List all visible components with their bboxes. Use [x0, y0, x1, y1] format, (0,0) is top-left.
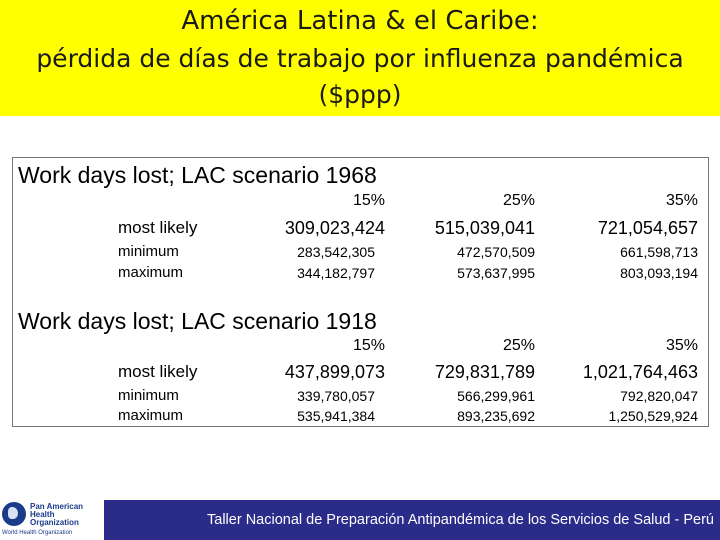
slide-title-line3: ($ppp) — [318, 80, 402, 109]
table-cell: 661,598,713 — [620, 244, 698, 260]
table-cell: 729,831,789 — [434, 362, 535, 382]
table-cell: 339,780,057 — [297, 388, 375, 404]
data-table: Work days lost; LAC scenario 1968 15% 25… — [12, 157, 709, 427]
footer-text: Taller Nacional de Preparación Antipandé… — [104, 500, 720, 540]
table-cell: 437,899,073 — [284, 362, 385, 382]
paho-logo: Pan American Health Organization World H… — [2, 502, 102, 540]
table-cell: 1,250,529,924 — [608, 408, 698, 424]
table-cell: 803,093,194 — [620, 265, 698, 281]
table-cell: 792,820,047 — [620, 388, 698, 404]
table-cell: 309,023,424 — [284, 218, 385, 238]
table-cell: 472,570,509 — [457, 244, 535, 260]
table-cell: 893,235,692 — [457, 408, 535, 424]
column-header-25: 25% — [502, 337, 535, 354]
scenario-title-1918: Work days lost; LAC scenario 1918 — [18, 308, 377, 334]
globe-icon — [2, 502, 26, 526]
row-label: most likely — [118, 362, 198, 381]
column-header-35: 35% — [665, 192, 698, 209]
slide-title-line1: América Latina & el Caribe: — [181, 6, 539, 36]
row-label: minimum — [118, 243, 179, 260]
row-label: most likely — [118, 218, 198, 237]
row-label: minimum — [118, 387, 179, 404]
row-label: maximum — [118, 264, 184, 281]
table-cell: 721,054,657 — [597, 218, 698, 238]
table-cell: 566,299,961 — [457, 388, 535, 404]
table-cell: 344,182,797 — [297, 265, 375, 281]
column-header-15: 15% — [352, 337, 385, 354]
logo-subtext: World Health Organization — [2, 530, 73, 536]
column-header-35: 35% — [665, 337, 698, 354]
column-header-15: 15% — [352, 192, 385, 209]
title-band: América Latina & el Caribe: pérdida de d… — [0, 0, 720, 116]
row-label: maximum — [118, 407, 184, 424]
table-cell: 515,039,041 — [434, 218, 535, 238]
footer: Pan American Health Organization World H… — [0, 500, 720, 540]
scenario-title-1968: Work days lost; LAC scenario 1968 — [18, 162, 377, 188]
logo-text: Pan American Health Organization — [30, 502, 84, 527]
table-cell: 573,637,995 — [457, 265, 535, 281]
table-cell: 535,941,384 — [297, 408, 375, 424]
column-header-25: 25% — [502, 192, 535, 209]
table-cell: 1,021,764,463 — [582, 362, 698, 382]
slide-title-line2: pérdida de días de trabajo por influenza… — [36, 44, 684, 73]
table-cell: 283,542,305 — [297, 244, 375, 260]
